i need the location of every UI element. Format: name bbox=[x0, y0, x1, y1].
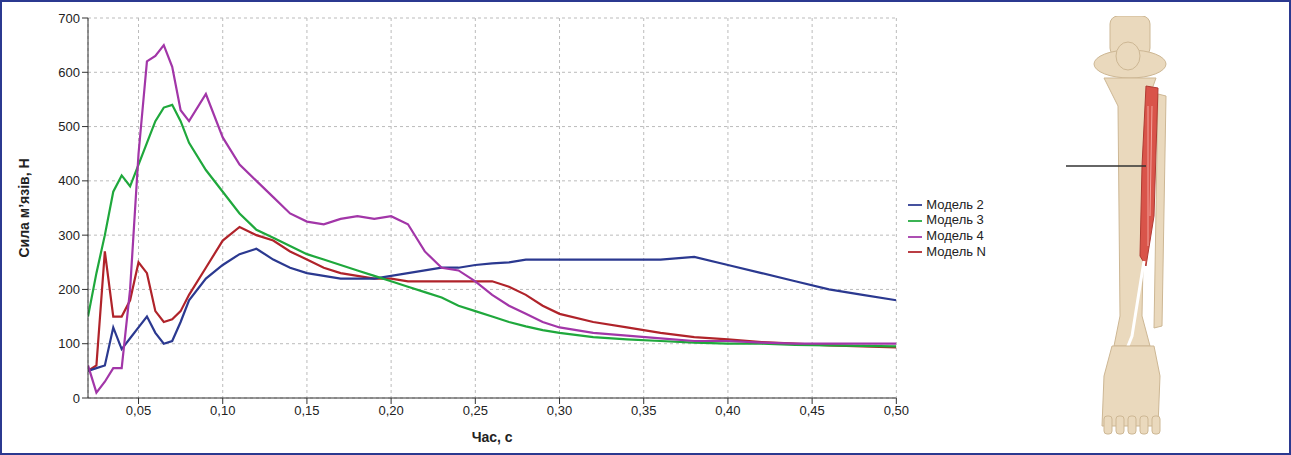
html-text:Модель 2: Модель 2 bbox=[926, 196, 984, 212]
svg-text:500: 500 bbox=[58, 119, 80, 134]
svg-text:0,40: 0,40 bbox=[715, 403, 740, 418]
svg-text:0: 0 bbox=[73, 391, 80, 406]
svg-text:0,30: 0,30 bbox=[547, 403, 572, 418]
svg-text:400: 400 bbox=[58, 173, 80, 188]
svg-text:700: 700 bbox=[58, 11, 80, 26]
html-text:Модель 4: Модель 4 bbox=[926, 228, 984, 243]
svg-text:100: 100 bbox=[58, 336, 80, 351]
svg-text:0,10: 0,10 bbox=[210, 403, 235, 418]
svg-text:300: 300 bbox=[58, 228, 80, 243]
html-text:Модель N: Модель N bbox=[926, 243, 986, 259]
svg-text:0,25: 0,25 bbox=[463, 403, 488, 418]
svg-text:0,20: 0,20 bbox=[378, 403, 403, 418]
svg-text:Сила м’язів, Н: Сила м’язів, Н bbox=[16, 158, 32, 257]
svg-text:0,35: 0,35 bbox=[631, 403, 656, 418]
svg-text:0,05: 0,05 bbox=[126, 403, 151, 418]
svg-text:0,45: 0,45 bbox=[799, 403, 824, 418]
svg-text:Час, с: Час, с bbox=[472, 429, 513, 445]
svg-text:0,50: 0,50 bbox=[884, 403, 909, 418]
svg-text:200: 200 bbox=[58, 282, 80, 297]
svg-text:0,15: 0,15 bbox=[294, 403, 319, 418]
svg-text:600: 600 bbox=[58, 65, 80, 80]
html-text:Модель 3: Модель 3 bbox=[926, 212, 984, 228]
